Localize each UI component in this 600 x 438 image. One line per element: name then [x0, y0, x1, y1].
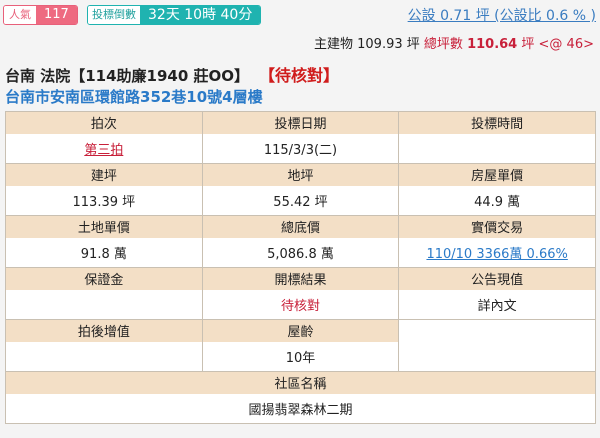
- countdown-value: 32天 10時 40分: [140, 6, 261, 24]
- public-area-link[interactable]: 公設 0.71 坪 (公設比 0.6 % ): [407, 8, 596, 24]
- header-cell: 建坪: [5, 163, 203, 186]
- value-cell: 113.39 坪: [5, 185, 203, 216]
- popularity-value: 117: [36, 6, 77, 24]
- header-cell: 公告現值: [398, 267, 596, 290]
- value-cell: 55.42 坪: [201, 185, 400, 216]
- value-cell: 110/10 3366萬 0.66%: [398, 237, 596, 268]
- header-cell: 實價交易: [398, 215, 596, 238]
- header-cell: 地坪: [201, 163, 400, 186]
- address: 台南市安南區環館路352巷10號4層樓: [5, 88, 263, 106]
- value-cell: 10年: [201, 341, 400, 372]
- header-cell: 總底價: [201, 215, 400, 238]
- unit-price-note: <@ 46>: [538, 37, 594, 52]
- page-title: 台南 法院【114助廉1940 莊OO】 【待核對】: [5, 62, 339, 86]
- auction-round-link[interactable]: 第三拍: [84, 142, 124, 158]
- value-cell: 國揚翡翠森林二期: [5, 393, 596, 424]
- header-cell: 開標結果: [201, 267, 400, 290]
- value-cell: 91.8 萬: [5, 237, 203, 268]
- popularity-badge: 人氣 117: [3, 5, 78, 25]
- value-cell: [398, 133, 596, 164]
- status-label: 【待核對】: [267, 66, 340, 85]
- countdown-badge: 投標倒數 32天 10時 40分: [87, 5, 262, 25]
- header-cell: 拍次: [5, 111, 203, 134]
- header-cell: 土地單價: [5, 215, 203, 238]
- header-cell: 拍後增值: [5, 319, 203, 342]
- countdown-label: 投標倒數: [88, 6, 140, 24]
- value-cell: 詳內文: [398, 289, 596, 320]
- header-cell: 社區名稱: [5, 371, 596, 394]
- header-cell: 保證金: [5, 267, 203, 290]
- header-cell: 投標時間: [398, 111, 596, 134]
- value-cell: 第三拍: [5, 133, 203, 164]
- total-area-unit: 坪: [521, 37, 535, 52]
- value-cell: 5,086.8 萬: [201, 237, 400, 268]
- header-cell: 房屋單價: [398, 163, 596, 186]
- header-cell: 投標日期: [201, 111, 400, 134]
- value-cell: 44.9 萬: [398, 185, 596, 216]
- value-cell: [5, 289, 203, 320]
- value-cell: [5, 341, 203, 372]
- actual-price-link[interactable]: 110/10 3366萬 0.66%: [426, 246, 568, 262]
- total-area-value: 110.64: [467, 37, 518, 52]
- area-summary: 主建物 109.93 坪 總坪數 110.64 坪 <@ 46>: [314, 33, 594, 52]
- total-area-label: 總坪數: [423, 37, 463, 52]
- main-building-area: 主建物 109.93 坪: [314, 37, 420, 52]
- auction-info-table: 拍次 投標日期 投標時間 第三拍 115/3/3(二) 建坪 地坪 房屋單價 113.39…: [5, 111, 596, 424]
- header-cell: 屋齡: [201, 319, 400, 342]
- empty-cell: [398, 319, 596, 372]
- popularity-label: 人氣: [4, 6, 36, 24]
- case-title: 台南 法院【114助廉1940 莊OO】: [5, 67, 250, 85]
- value-cell: 115/3/3(二): [201, 133, 400, 164]
- value-cell: 待核對: [201, 289, 400, 320]
